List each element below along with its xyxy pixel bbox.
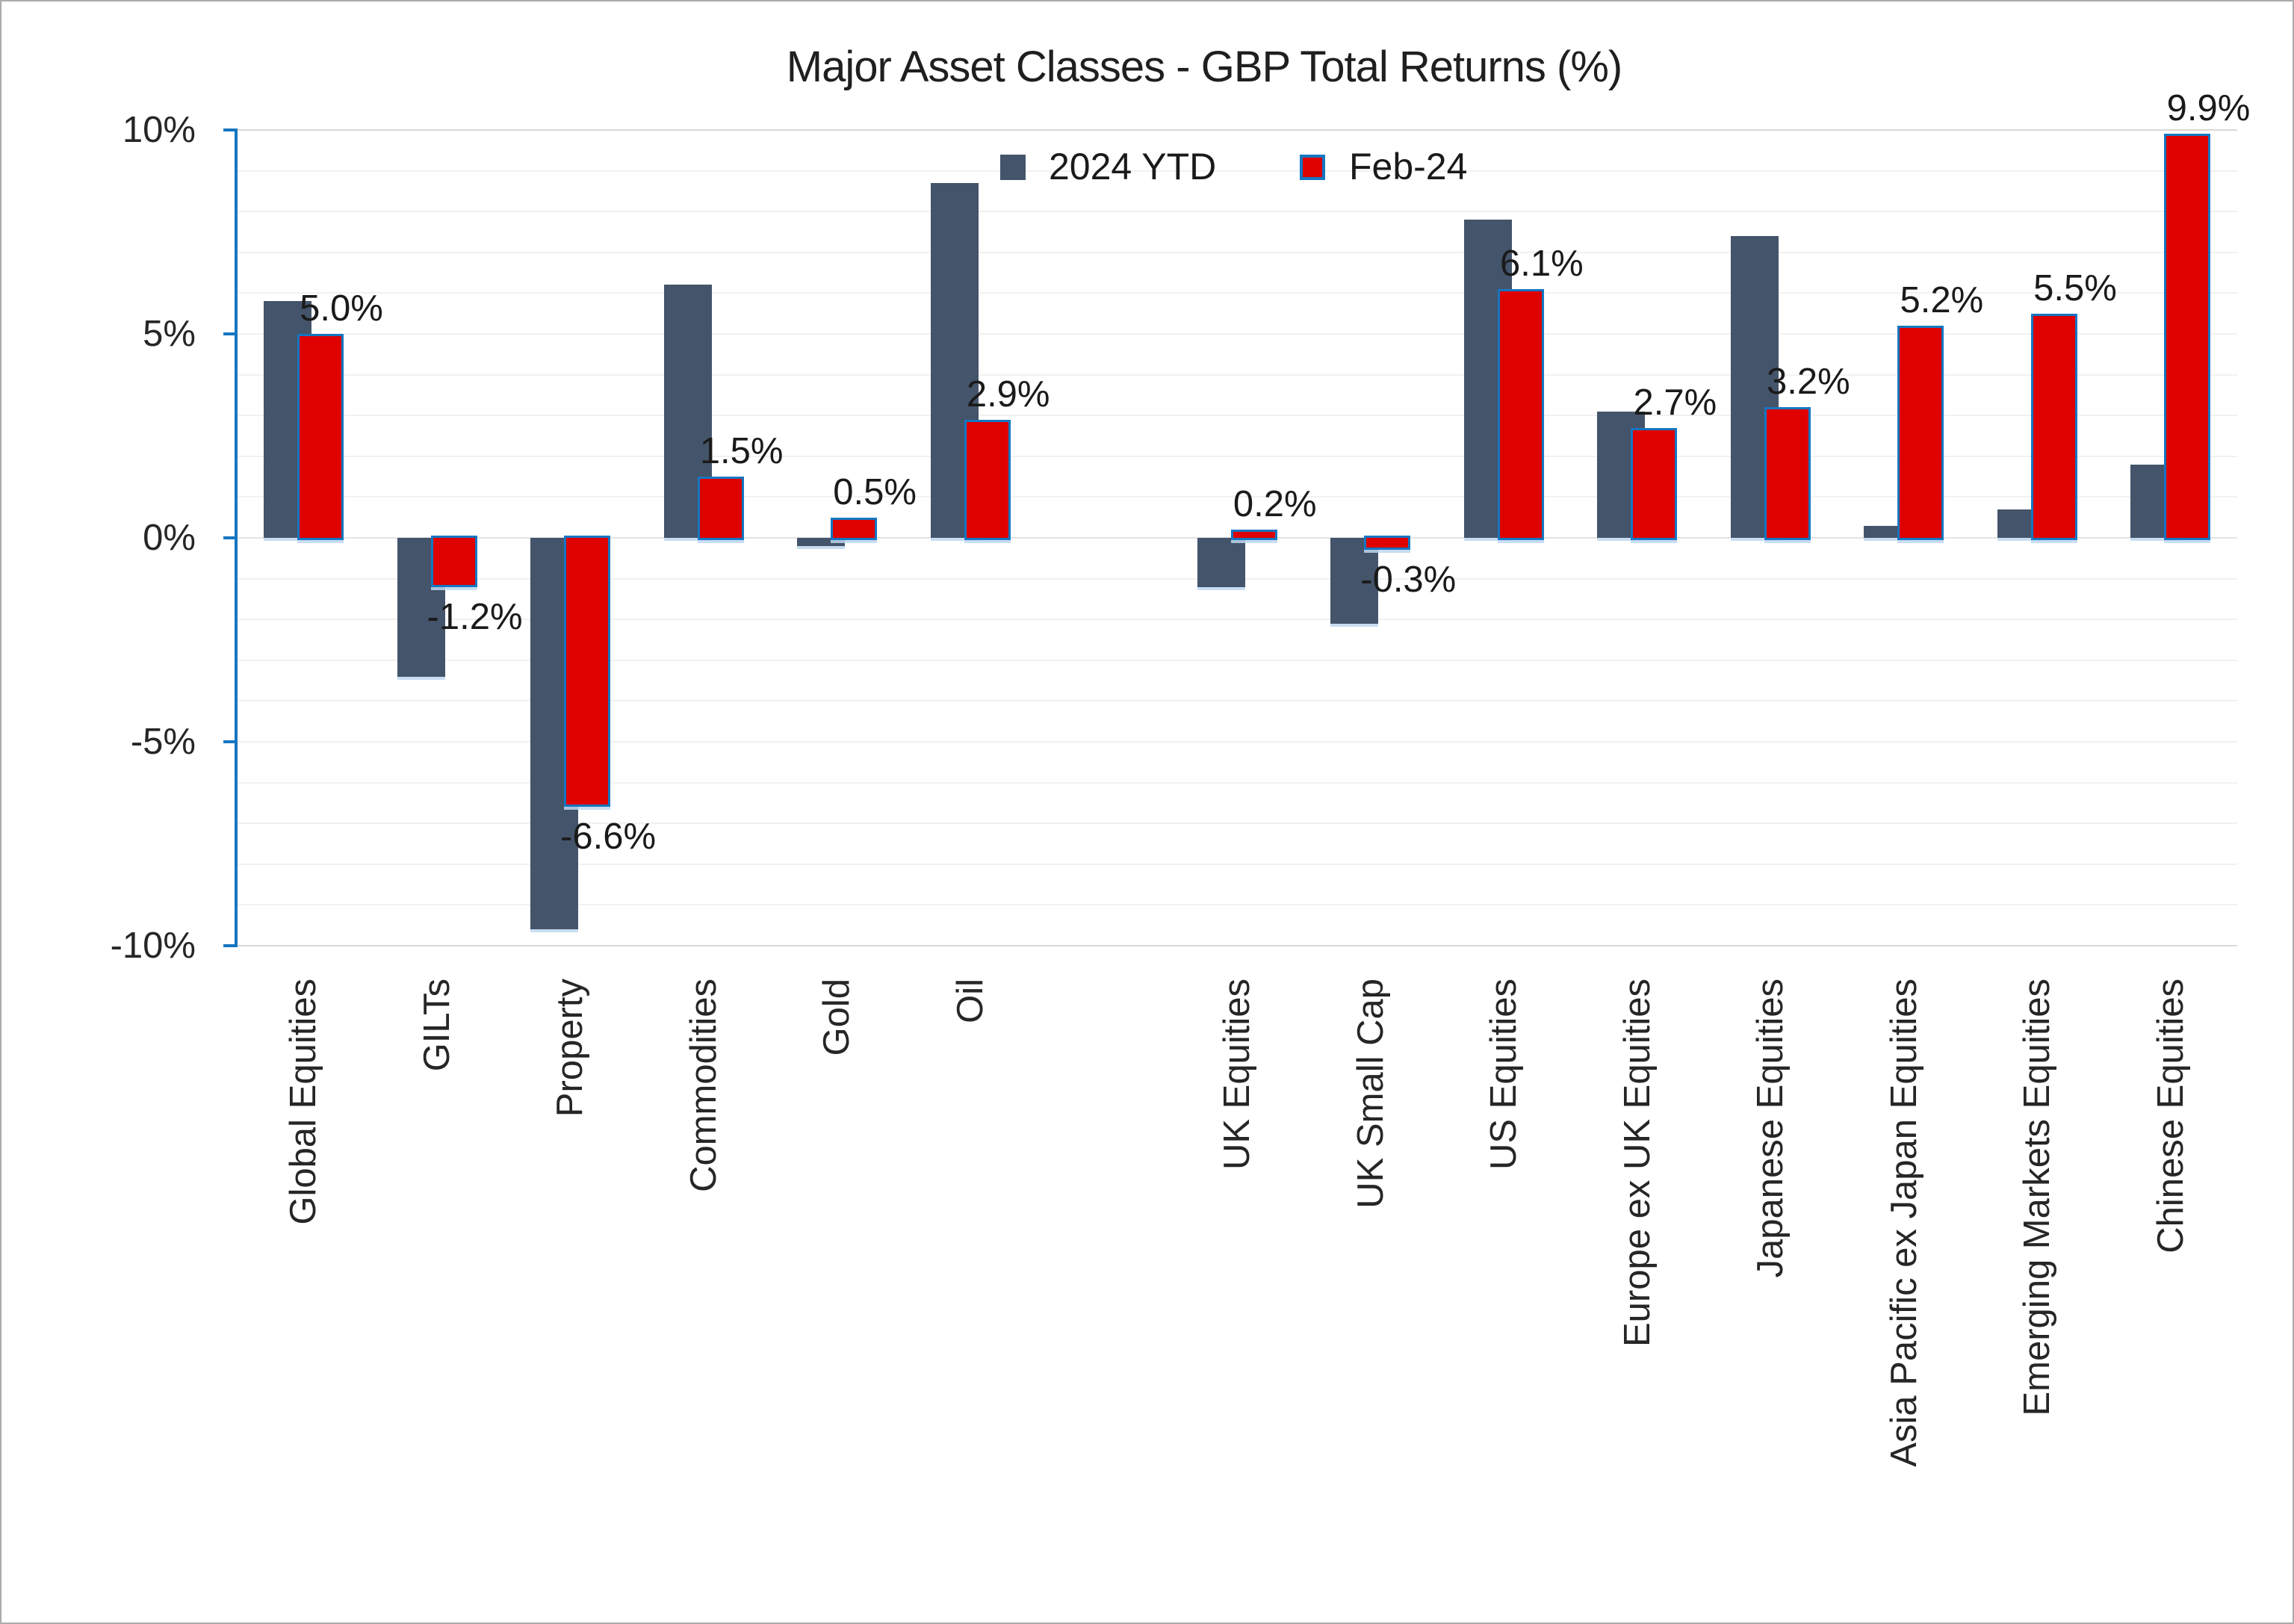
gridline-1pct: [237, 496, 2237, 498]
gridline-8pct: [237, 211, 2237, 213]
y-axis-label-5: 5%: [143, 314, 196, 354]
x-axis-label-asia-pacific-ex-japan-equities: Asia Pacific ex Japan Equities: [1883, 979, 1924, 1467]
data-label-emerging-markets-equities: 5.5%: [2033, 267, 2117, 309]
gridline--2pct: [237, 619, 2237, 621]
gridline-2pct: [237, 455, 2237, 457]
x-axis-label-chinese-equities: Chinese Equities: [2150, 979, 2191, 1253]
x-axis-label-gold: Gold: [816, 979, 858, 1056]
y-axis-tick-10: [223, 128, 235, 131]
gridline-10pct: [237, 129, 2237, 131]
data-label-commodities: 1.5%: [699, 431, 784, 472]
legend-swatch-feb-24: [1300, 155, 1325, 180]
y-axis-tick-0: [223, 536, 235, 539]
data-label-chinese-equities: 9.9%: [2166, 88, 2251, 129]
gridline-3pct: [237, 415, 2237, 417]
gridline--4pct: [237, 700, 2237, 702]
gridline-6pct: [237, 292, 2237, 294]
data-label-global-equities: 5.0%: [300, 288, 383, 329]
bar-feb-24-chinese-equities: [2164, 134, 2211, 540]
gridline--8pct: [237, 863, 2237, 865]
data-label-asia-pacific-ex-japan-equities: 5.2%: [1900, 280, 1984, 321]
x-axis-label-property: Property: [550, 979, 591, 1118]
bar-feb-24-emerging-markets-equities: [2030, 313, 2077, 540]
data-label-oil: 2.9%: [966, 374, 1050, 415]
bar-feb-24-gold: [831, 517, 878, 540]
x-axis-label-japanese-equities: Japanese Equities: [1750, 979, 1791, 1278]
data-label-uk-small-cap: -0.3%: [1360, 560, 1457, 601]
bar-feb-24-oil: [964, 419, 1011, 540]
y-axis-label-0: 0%: [143, 518, 196, 558]
gridline--5pct: [237, 741, 2237, 743]
y-axis-label--5: -5%: [130, 722, 196, 762]
x-axis-label-oil: Oil: [949, 979, 991, 1023]
bar-2024-ytd-uk-small-cap: [1330, 538, 1379, 624]
bar-feb-24-uk-small-cap: [1364, 536, 1411, 551]
bar-feb-24-uk-equities: [1230, 530, 1277, 540]
y-axis-tick--5: [223, 740, 235, 743]
data-label-uk-equities: 0.2%: [1233, 484, 1317, 525]
x-axis-label-gilts: GILTs: [416, 979, 457, 1072]
gridline-7pct: [237, 251, 2237, 253]
data-label-gilts: -1.2%: [427, 596, 523, 637]
y-axis-line: [235, 128, 238, 947]
y-axis-tick-5: [223, 332, 235, 335]
legend-label-2024-ytd: 2024 YTD: [1049, 146, 1217, 187]
legend-label-feb-24: Feb-24: [1349, 146, 1468, 187]
y-axis-label-10: 10%: [122, 110, 196, 150]
y-axis-tick--10: [223, 944, 235, 947]
gridline-9pct: [237, 170, 2237, 172]
gridline-5pct: [237, 333, 2237, 335]
data-label-europe-ex-uk-equities: 2.7%: [1633, 382, 1717, 423]
legend-swatch-2024-ytd: [1000, 155, 1026, 180]
data-label-japanese-equities: 3.2%: [1767, 362, 1850, 403]
x-axis-label-global-equities: Global Equities: [283, 979, 324, 1225]
x-axis-label-emerging-markets-equities: Emerging Markets Equities: [2017, 979, 2058, 1416]
chart-title: Major Asset Classes - GBP Total Returns …: [786, 43, 1622, 91]
bar-feb-24-japanese-equities: [1764, 407, 1811, 540]
gridline--9pct: [237, 904, 2237, 906]
bar-feb-24-property: [564, 536, 611, 808]
x-axis-label-commodities: Commodities: [683, 979, 724, 1192]
x-axis-label-europe-ex-uk-equities: Europe ex UK Equities: [1616, 979, 1658, 1347]
x-axis-label-uk-small-cap: UK Small Cap: [1350, 979, 1391, 1209]
bar-feb-24-commodities: [697, 477, 744, 540]
x-axis-label-uk-equities: UK Equities: [1217, 979, 1257, 1171]
bar-feb-24-global-equities: [297, 334, 344, 540]
data-label-property: -6.6%: [560, 816, 657, 858]
bar-feb-24-europe-ex-uk-equities: [1631, 427, 1678, 540]
x-axis-label-us-equities: US Equities: [1484, 979, 1525, 1171]
gridline--6pct: [237, 781, 2237, 784]
gridline--10pct: [237, 945, 2237, 946]
bar-2024-ytd-uk-equities: [1197, 538, 1245, 587]
bar-2024-ytd-gold: [797, 538, 846, 546]
gridline-4pct: [237, 374, 2237, 376]
gridline--7pct: [237, 822, 2237, 825]
y-axis-label--10: -10%: [110, 926, 196, 966]
bar-feb-24-asia-pacific-ex-japan-equities: [1897, 326, 1944, 540]
gridline--3pct: [237, 659, 2237, 661]
data-label-us-equities: 6.1%: [1499, 243, 1584, 284]
bar-feb-24-gilts: [430, 536, 477, 587]
bar-feb-24-us-equities: [1497, 288, 1544, 540]
data-label-gold: 0.5%: [833, 471, 917, 512]
